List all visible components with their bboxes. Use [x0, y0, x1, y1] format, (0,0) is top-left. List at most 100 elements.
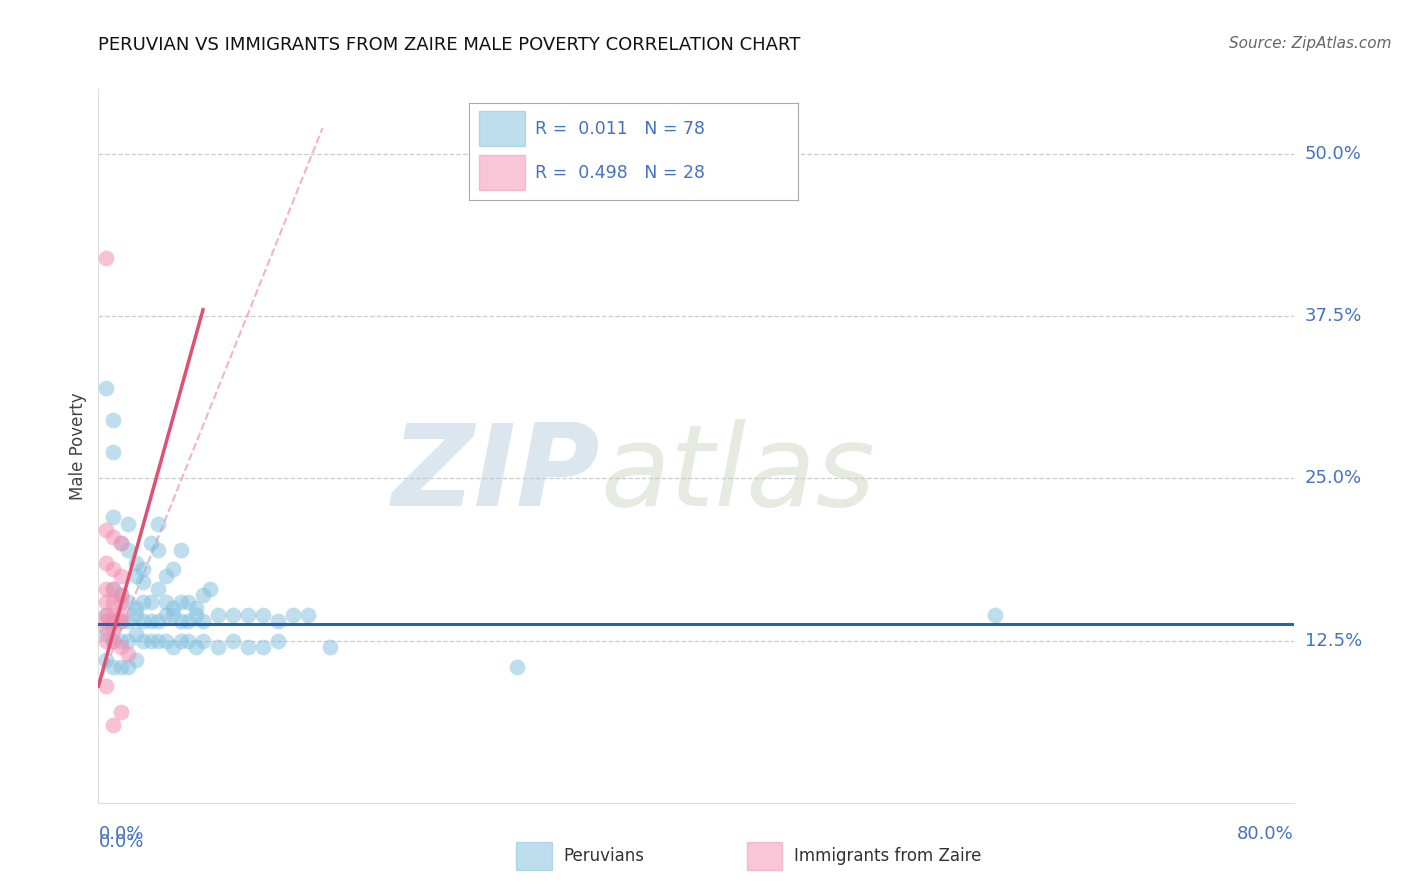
Point	[125, 601, 148, 615]
Point	[132, 633, 155, 648]
Point	[103, 530, 125, 544]
Point	[148, 582, 170, 596]
Point	[125, 607, 148, 622]
Point	[162, 601, 184, 615]
Point	[222, 607, 245, 622]
Point	[222, 633, 245, 648]
Point	[252, 640, 274, 654]
Point	[103, 510, 125, 524]
Text: PERUVIAN VS IMMIGRANTS FROM ZAIRE MALE POVERTY CORRELATION CHART: PERUVIAN VS IMMIGRANTS FROM ZAIRE MALE P…	[98, 36, 801, 54]
Point	[94, 582, 117, 596]
Point	[117, 633, 139, 648]
Point	[103, 621, 125, 635]
Point	[139, 536, 162, 550]
Point	[148, 614, 170, 628]
Point	[177, 633, 200, 648]
Point	[110, 595, 132, 609]
Point	[148, 542, 170, 557]
Point	[267, 633, 290, 648]
Point	[94, 633, 117, 648]
Point	[110, 588, 132, 602]
Point	[191, 614, 214, 628]
Point	[155, 633, 177, 648]
Point	[132, 562, 155, 576]
Point	[125, 653, 148, 667]
Point	[117, 614, 139, 628]
Point	[110, 659, 132, 673]
Point	[191, 588, 214, 602]
Text: 80.0%: 80.0%	[1237, 825, 1294, 843]
Point	[117, 659, 139, 673]
Point	[169, 614, 191, 628]
Point	[103, 633, 125, 648]
Point	[103, 582, 125, 596]
Text: 12.5%: 12.5%	[1305, 632, 1362, 649]
Point	[94, 524, 117, 538]
Point	[117, 516, 139, 531]
Bar	[747, 842, 782, 870]
Point	[94, 381, 117, 395]
Point	[297, 607, 319, 622]
Point	[155, 568, 177, 582]
Point	[94, 607, 117, 622]
Point	[148, 633, 170, 648]
Text: 50.0%: 50.0%	[1305, 145, 1361, 163]
Point	[117, 542, 139, 557]
Point	[148, 516, 170, 531]
Point	[110, 588, 132, 602]
Text: 0.0%: 0.0%	[98, 833, 143, 851]
Point	[162, 562, 184, 576]
Point	[94, 614, 117, 628]
Point	[94, 595, 117, 609]
Point	[162, 640, 184, 654]
Text: 0.0%: 0.0%	[98, 825, 143, 843]
Point	[103, 614, 125, 628]
Point	[319, 640, 342, 654]
Text: Peruvians: Peruvians	[564, 847, 644, 865]
Point	[155, 595, 177, 609]
Point	[162, 607, 184, 622]
Point	[103, 445, 125, 459]
Point	[110, 568, 132, 582]
Text: 37.5%: 37.5%	[1305, 307, 1362, 326]
Point	[125, 568, 148, 582]
Point	[110, 614, 132, 628]
Point	[110, 640, 132, 654]
Y-axis label: Male Poverty: Male Poverty	[69, 392, 87, 500]
Point	[110, 536, 132, 550]
Text: ZIP: ZIP	[392, 419, 600, 530]
Text: Source: ZipAtlas.com: Source: ZipAtlas.com	[1229, 36, 1392, 51]
Point	[103, 633, 125, 648]
Point	[94, 621, 117, 635]
Point	[125, 627, 148, 641]
Point	[110, 633, 132, 648]
Point	[94, 653, 117, 667]
Point	[139, 633, 162, 648]
Bar	[516, 842, 551, 870]
Point	[207, 607, 229, 622]
Point	[103, 659, 125, 673]
Point	[94, 627, 117, 641]
Point	[184, 607, 207, 622]
Point	[103, 614, 125, 628]
Point	[110, 705, 132, 719]
Point	[94, 679, 117, 693]
Point	[983, 607, 1005, 622]
Point	[117, 595, 139, 609]
Point	[267, 614, 290, 628]
Text: Immigrants from Zaire: Immigrants from Zaire	[794, 847, 981, 865]
Point	[191, 633, 214, 648]
Point	[125, 556, 148, 570]
Point	[236, 640, 259, 654]
Text: 25.0%: 25.0%	[1305, 469, 1362, 487]
Point	[110, 536, 132, 550]
Point	[103, 718, 125, 732]
Point	[139, 614, 162, 628]
Point	[184, 601, 207, 615]
Point	[94, 556, 117, 570]
Point	[252, 607, 274, 622]
Point	[117, 647, 139, 661]
Point	[169, 595, 191, 609]
Point	[177, 595, 200, 609]
Point	[103, 595, 125, 609]
